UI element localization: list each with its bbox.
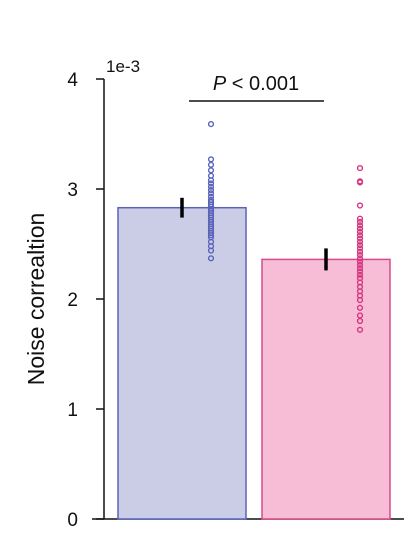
y-tick-label: 3 xyxy=(67,180,78,201)
data-point xyxy=(207,255,215,262)
data-point xyxy=(356,268,364,275)
data-point xyxy=(207,177,215,184)
data-point xyxy=(356,215,364,222)
data-point xyxy=(207,247,215,254)
p-threshold: < 0.001 xyxy=(226,73,299,95)
data-point xyxy=(356,245,364,252)
bars xyxy=(117,206,391,520)
data-point xyxy=(356,248,364,255)
bar xyxy=(261,258,391,520)
y-tick-label: 1 xyxy=(67,400,78,421)
data-point xyxy=(356,202,364,209)
bar xyxy=(117,206,247,520)
data-point xyxy=(356,258,364,265)
significance-annotation: P < 0.001 xyxy=(189,73,324,102)
data-point xyxy=(356,317,364,325)
data-point xyxy=(207,161,215,168)
data-point xyxy=(356,222,364,229)
data-point xyxy=(207,187,215,194)
error-bars xyxy=(180,197,328,271)
data-point xyxy=(356,297,364,304)
y-axis-multiplier: 1e-3 xyxy=(106,57,140,76)
data-point xyxy=(207,183,215,190)
p-symbol: P xyxy=(213,73,227,95)
data-point xyxy=(356,265,364,272)
data-point xyxy=(356,179,364,186)
y-axis-title: Noise correaltion xyxy=(23,213,49,386)
data-point xyxy=(356,312,364,319)
y-tick-label: 0 xyxy=(67,510,78,531)
data-point xyxy=(207,232,215,239)
data-point xyxy=(356,238,364,245)
data-point xyxy=(356,165,364,172)
data-point xyxy=(356,326,364,333)
data-point xyxy=(207,120,215,128)
data-point xyxy=(356,225,364,232)
data-point xyxy=(207,190,215,197)
data-point xyxy=(356,255,364,262)
data-point xyxy=(356,232,364,239)
data-point xyxy=(356,304,364,311)
data-point xyxy=(356,228,364,236)
data-point xyxy=(207,156,215,163)
data-point xyxy=(356,251,364,259)
y-tick-label: 2 xyxy=(67,290,78,311)
data-point xyxy=(356,261,364,269)
significance-label: P < 0.001 xyxy=(213,73,299,95)
data-point xyxy=(356,235,364,242)
y-tick-label: 4 xyxy=(67,70,78,91)
data-point xyxy=(356,218,364,226)
data-point xyxy=(356,271,364,278)
data-points xyxy=(207,120,364,333)
data-point xyxy=(207,167,215,174)
data-point xyxy=(207,180,215,187)
data-point xyxy=(356,242,364,249)
